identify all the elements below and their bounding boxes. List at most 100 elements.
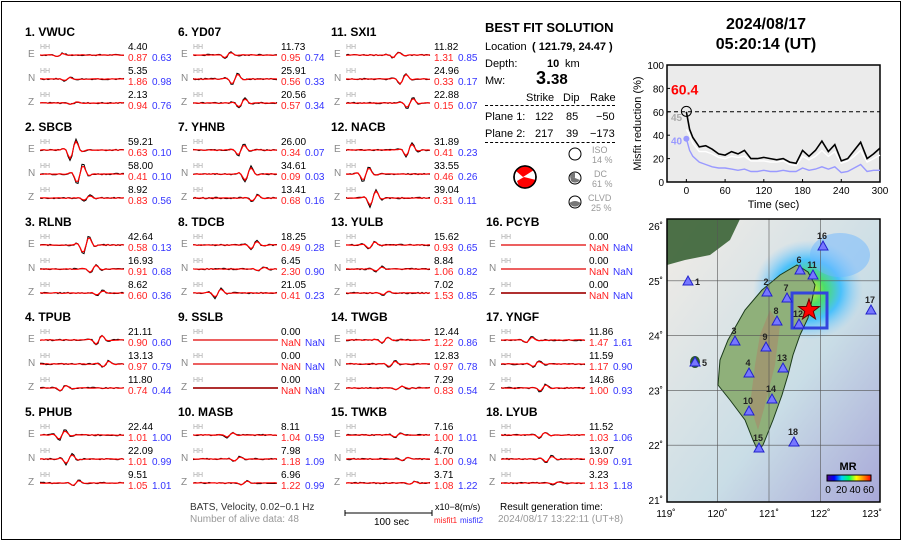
misfit1-value: 1.01	[128, 457, 148, 468]
amplitude-value: 26.00	[281, 137, 307, 148]
waveform-trace	[346, 480, 431, 485]
station-triangle-icon	[771, 314, 783, 326]
colorbar-tick-label: 40	[849, 485, 861, 496]
beachball-icon	[513, 165, 537, 189]
amplitude-value: 22.09	[128, 446, 154, 457]
misfit2-value: 0.59	[305, 433, 325, 444]
lat-tick-label: 21˚	[649, 495, 663, 507]
x-tick-label: 60	[720, 186, 732, 197]
station-label: 18	[788, 427, 798, 437]
station-triangle-icon	[743, 366, 755, 378]
amplitude-value: 0.00	[281, 327, 301, 338]
misfit1-value: 0.83	[434, 386, 454, 397]
lat-tick-label: 22˚	[649, 440, 663, 452]
synthetic-trace	[346, 360, 431, 367]
component-label: Z	[334, 382, 341, 393]
waveform-trace	[40, 52, 125, 58]
time-scale-bar	[344, 510, 433, 516]
misfit1-value: 1.05	[128, 481, 148, 492]
channel-label: HH	[346, 472, 357, 479]
channel-label: HH	[501, 329, 512, 336]
amplitude-value: 20.56	[281, 90, 307, 101]
component-label: N	[28, 168, 36, 179]
lat-tick-label: 24˚	[649, 331, 663, 343]
y-axis-label: Misfit reduction (%)	[632, 76, 644, 170]
synthetic-trace	[501, 431, 586, 439]
amplitude-value: 13.07	[589, 446, 615, 457]
amplitude-value: 25.91	[281, 66, 307, 77]
station-triangle-icon	[729, 334, 741, 346]
synthetic-trace	[501, 481, 586, 485]
misfit2-value: 0.63	[152, 53, 172, 64]
misfit2-value: 0.17	[458, 77, 478, 88]
waveform-trace	[193, 266, 278, 272]
waveform-trace	[40, 163, 125, 185]
y-tick-label: 100	[647, 61, 664, 72]
misfit2-value: 1.01	[152, 481, 172, 492]
misfit2-value: 0.03	[305, 172, 325, 183]
waveform-trace	[193, 72, 278, 85]
synthetic-trace	[501, 456, 586, 463]
misfit2-value: 1.06	[613, 433, 633, 444]
component-label: E	[181, 144, 188, 155]
amplitude-value: 3.23	[589, 470, 609, 481]
component-label: N	[334, 73, 342, 84]
misfit2-value: 0.91	[613, 457, 633, 468]
misfit2-value: 0.07	[305, 148, 325, 159]
misfit1-value: 1.13	[589, 481, 609, 492]
synthetic-trace	[40, 334, 125, 346]
table-divider	[485, 105, 615, 106]
component-label: N	[181, 263, 189, 274]
station-label: 15	[753, 433, 763, 443]
amplitude-value: 18.25	[281, 232, 307, 243]
amplitude-value: 12.44	[434, 327, 460, 338]
misfit1-value: 1.06	[434, 267, 454, 278]
amplitude-value: 7.02	[434, 280, 454, 291]
station-title: 16. PCYB	[486, 215, 540, 229]
channel-label: HH	[501, 353, 512, 360]
misfit2-value: NaN	[305, 386, 326, 397]
channel-label: HH	[40, 377, 51, 384]
misfit2-value: 0.99	[152, 457, 172, 468]
station-title: 6. YD07	[178, 25, 222, 39]
x-tick-label: 0	[684, 186, 690, 197]
amplitude-units: x10−8(m/s)	[435, 502, 481, 512]
waveform-trace	[346, 72, 431, 86]
misfit1-value: NaN	[281, 362, 302, 373]
station-label: 13	[777, 353, 787, 363]
component-label: E	[489, 239, 496, 250]
misfit2-value: 0.90	[305, 267, 325, 278]
station-title: 11. SXI1	[331, 25, 377, 39]
central-mountains	[750, 310, 780, 430]
amplitude-value: 0.00	[281, 375, 301, 386]
channel-label: HH	[501, 234, 512, 241]
waveform-trace	[346, 359, 431, 368]
plane2-dip: 39	[566, 128, 579, 140]
channel-label: HH	[346, 139, 357, 146]
synthetic-trace	[346, 456, 431, 462]
synthetic-trace	[193, 432, 278, 438]
waveform-trace	[40, 359, 125, 368]
event-date: 2024/08/17	[725, 16, 807, 33]
lon-tick-label: 120˚	[707, 508, 727, 520]
station-triangle-icon	[781, 291, 793, 303]
misfit1-value: 0.33	[434, 77, 454, 88]
station-title: 7. YHNB	[178, 120, 226, 134]
amplitude-value: 8.62	[128, 280, 148, 291]
waveform-trace	[40, 235, 125, 255]
lat-tick-label: 23˚	[649, 385, 663, 397]
synthetic-trace	[40, 52, 124, 58]
misfit2-value: 0.68	[152, 267, 172, 278]
lat-tick-label: 26˚	[649, 221, 663, 233]
misfit2-value: 1.18	[613, 481, 633, 492]
component-label: Z	[28, 192, 35, 203]
lat-tick-label: 25˚	[649, 276, 663, 288]
station-title: 3. RLNB	[25, 215, 72, 229]
misfit1-value: 1.08	[434, 481, 454, 492]
misfit2-value: 1.09	[305, 457, 325, 468]
waveform-trace	[346, 290, 431, 296]
waveform-trace	[346, 240, 431, 250]
misfit1-value: 0.83	[128, 196, 148, 207]
table-divider	[485, 142, 615, 143]
